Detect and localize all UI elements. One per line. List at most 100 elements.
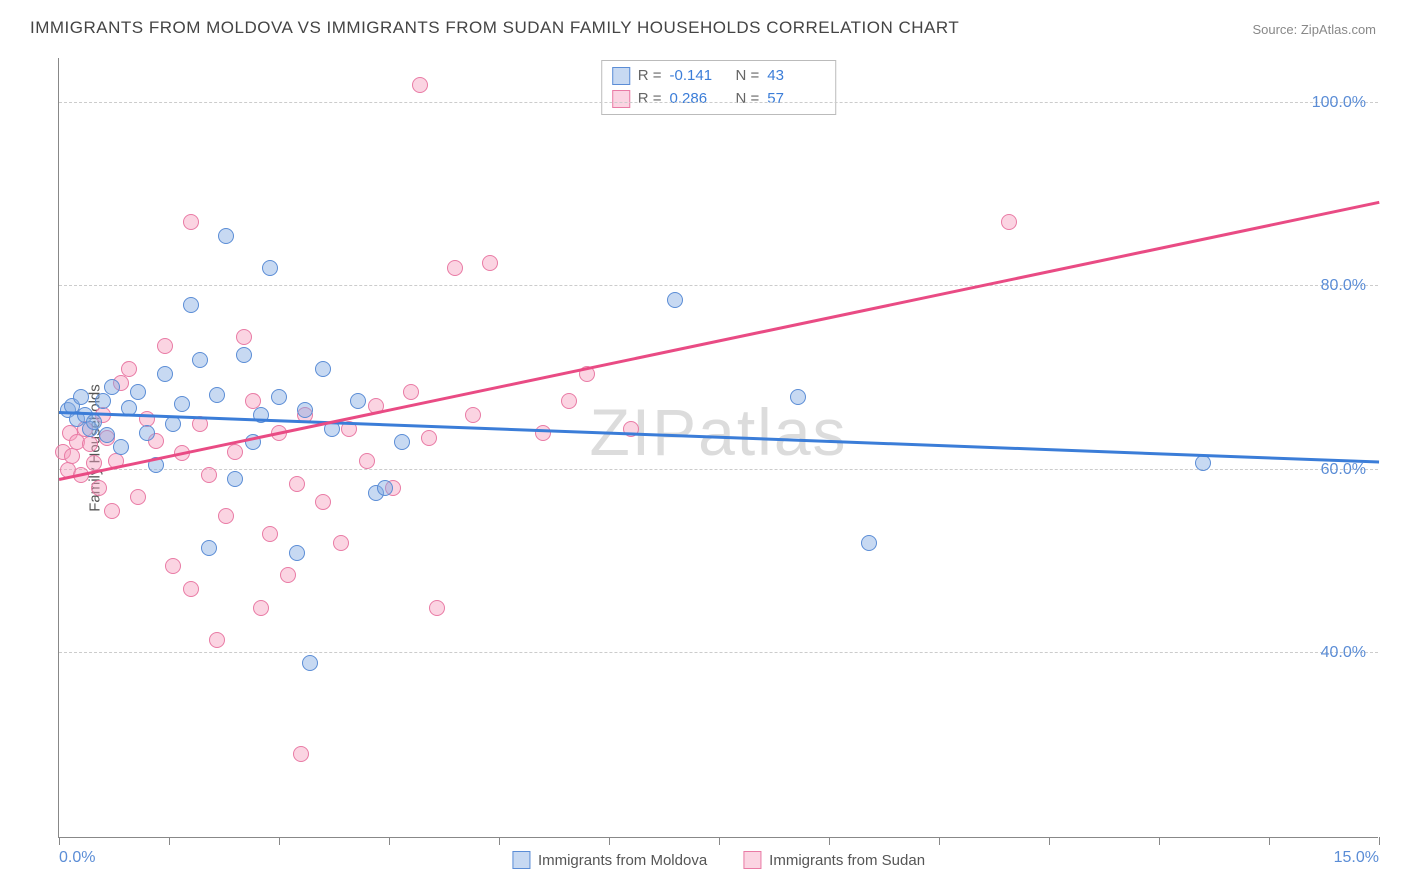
scatter-point [209,632,225,648]
r-value-moldova: -0.141 [670,65,728,88]
scatter-point [95,393,111,409]
plot-area: Family Households ZIPatlas R = -0.141 N … [58,58,1378,838]
scatter-point [412,77,428,93]
scatter-point [157,366,173,382]
scatter-point [86,414,102,430]
scatter-point [99,427,115,443]
source-attribution: Source: ZipAtlas.com [1252,22,1376,37]
stats-row-sudan: R = 0.286 N = 57 [612,88,826,111]
n-label: N = [736,65,760,88]
scatter-point [561,393,577,409]
scatter-point [1001,214,1017,230]
scatter-point [302,655,318,671]
gridline [59,652,1378,653]
scatter-point [113,439,129,455]
legend-item-moldova: Immigrants from Moldova [512,851,707,869]
scatter-point [315,361,331,377]
scatter-point [227,471,243,487]
swatch-blue-icon [512,851,530,869]
scatter-point [293,746,309,762]
scatter-point [91,480,107,496]
scatter-point [218,508,234,524]
trend-line [59,201,1380,481]
r-label: R = [638,88,662,111]
scatter-point [104,379,120,395]
scatter-point [165,558,181,574]
scatter-point [350,393,366,409]
scatter-point [174,396,190,412]
scatter-point [209,387,225,403]
scatter-point [271,389,287,405]
scatter-point [227,444,243,460]
scatter-point [1195,455,1211,471]
scatter-point [218,228,234,244]
scatter-point [236,347,252,363]
swatch-pink-icon [612,90,630,108]
x-tick [279,837,280,845]
scatter-point [333,535,349,551]
scatter-point [121,361,137,377]
y-tick-label: 80.0% [1321,277,1366,295]
scatter-point [403,384,419,400]
legend-item-sudan: Immigrants from Sudan [743,851,925,869]
bottom-legend: Immigrants from Moldova Immigrants from … [512,851,925,869]
scatter-point [535,425,551,441]
scatter-point [201,467,217,483]
stats-row-moldova: R = -0.141 N = 43 [612,65,826,88]
r-label: R = [638,65,662,88]
x-tick [59,837,60,845]
scatter-point [667,292,683,308]
scatter-point [289,476,305,492]
scatter-point [421,430,437,446]
scatter-point [130,489,146,505]
scatter-point [201,540,217,556]
scatter-point [315,494,331,510]
scatter-point [139,425,155,441]
correlation-stats-box: R = -0.141 N = 43 R = 0.286 N = 57 [601,60,837,115]
scatter-point [289,545,305,561]
scatter-point [157,338,173,354]
scatter-point [183,581,199,597]
y-tick-label: 100.0% [1312,94,1366,112]
scatter-point [183,297,199,313]
scatter-point [165,416,181,432]
r-value-sudan: 0.286 [670,88,728,111]
gridline [59,469,1378,470]
y-tick-label: 60.0% [1321,461,1366,479]
x-tick [389,837,390,845]
n-value-moldova: 43 [767,65,825,88]
gridline [59,285,1378,286]
x-tick [719,837,720,845]
x-tick [939,837,940,845]
scatter-point [236,329,252,345]
x-tick [169,837,170,845]
scatter-point [359,453,375,469]
scatter-point [297,402,313,418]
y-tick-label: 40.0% [1321,644,1366,662]
scatter-point [73,389,89,405]
scatter-point [104,503,120,519]
scatter-point [465,407,481,423]
n-value-sudan: 57 [767,88,825,111]
x-tick [1159,837,1160,845]
chart-title: IMMIGRANTS FROM MOLDOVA VS IMMIGRANTS FR… [30,18,959,38]
n-label: N = [736,88,760,111]
swatch-blue-icon [612,67,630,85]
legend-label-moldova: Immigrants from Moldova [538,852,707,869]
scatter-point [394,434,410,450]
scatter-point [429,600,445,616]
x-tick [499,837,500,845]
x-tick [1049,837,1050,845]
x-tick [1379,837,1380,845]
scatter-point [377,480,393,496]
x-tick [829,837,830,845]
swatch-pink-icon [743,851,761,869]
legend-label-sudan: Immigrants from Sudan [769,852,925,869]
scatter-point [192,352,208,368]
scatter-point [280,567,296,583]
scatter-point [253,600,269,616]
scatter-point [790,389,806,405]
scatter-point [183,214,199,230]
x-tick-label: 15.0% [1334,849,1379,867]
scatter-point [82,436,98,452]
